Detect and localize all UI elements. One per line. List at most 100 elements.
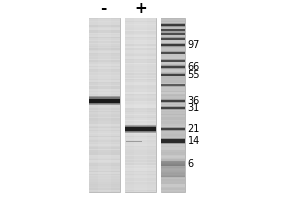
Bar (124, 28, 156, 30)
Bar (160, 105, 184, 107)
Bar (88, 25, 120, 27)
Bar (160, 72, 184, 73)
Text: 14: 14 (188, 136, 200, 146)
Bar (160, 181, 184, 182)
Bar (88, 125, 120, 127)
Bar (124, 18, 156, 19)
Bar (88, 56, 120, 57)
Bar (88, 124, 120, 126)
Bar (160, 147, 184, 149)
Bar (88, 120, 120, 121)
Bar (124, 101, 156, 102)
Bar (124, 50, 156, 51)
Bar (124, 137, 156, 139)
Bar (124, 130, 156, 131)
Bar (160, 127, 184, 131)
Bar (88, 111, 120, 112)
Bar (160, 128, 184, 130)
Bar (88, 58, 120, 60)
Bar (88, 32, 120, 34)
Bar (88, 141, 120, 143)
Bar (160, 133, 184, 134)
Text: 97: 97 (188, 40, 200, 50)
Bar (160, 191, 184, 192)
Bar (124, 82, 156, 83)
Bar (88, 108, 120, 110)
Bar (88, 69, 120, 70)
Bar (160, 33, 184, 35)
Bar (160, 167, 184, 168)
Bar (160, 31, 184, 33)
Bar (160, 157, 184, 159)
Bar (124, 126, 156, 132)
Bar (160, 106, 184, 110)
Bar (160, 176, 184, 178)
Bar (160, 58, 184, 60)
Bar (88, 128, 120, 130)
Bar (160, 66, 184, 67)
Bar (124, 54, 156, 56)
Bar (160, 95, 184, 96)
Bar (88, 97, 120, 104)
Bar (124, 64, 156, 66)
Bar (88, 130, 120, 131)
Bar (160, 66, 184, 68)
Bar (160, 54, 184, 56)
Bar (160, 98, 184, 99)
Bar (88, 172, 120, 174)
Bar (160, 178, 184, 179)
Bar (124, 136, 156, 137)
Bar (88, 188, 120, 190)
Bar (88, 104, 120, 105)
Bar (124, 153, 156, 155)
Bar (160, 52, 184, 54)
Bar (124, 80, 156, 82)
Bar (124, 86, 156, 88)
Bar (160, 130, 184, 131)
Bar (160, 175, 184, 176)
Bar (88, 80, 120, 82)
Bar (124, 144, 156, 146)
Bar (124, 98, 156, 99)
Text: 21: 21 (188, 124, 200, 134)
Bar (88, 182, 120, 184)
Bar (160, 169, 184, 170)
Bar (88, 150, 120, 152)
Bar (160, 84, 184, 86)
Bar (88, 60, 120, 62)
Bar (160, 115, 184, 117)
Bar (124, 105, 156, 107)
Bar (124, 182, 156, 184)
Bar (124, 44, 156, 46)
Bar (160, 70, 184, 72)
Bar (124, 79, 156, 80)
Bar (124, 72, 156, 73)
Bar (88, 169, 120, 171)
Bar (160, 18, 184, 19)
Bar (88, 53, 120, 54)
Bar (160, 172, 184, 174)
Bar (124, 154, 156, 156)
Bar (88, 136, 120, 137)
Bar (124, 115, 156, 117)
Bar (160, 60, 184, 62)
Bar (160, 74, 184, 76)
Bar (124, 31, 156, 33)
Bar (134, 18, 146, 192)
Bar (160, 106, 184, 108)
Bar (88, 82, 120, 83)
Bar (160, 47, 184, 48)
Bar (124, 60, 156, 62)
Bar (160, 154, 184, 156)
Bar (124, 35, 156, 37)
Bar (124, 61, 156, 63)
Bar (88, 121, 120, 123)
Bar (88, 140, 120, 142)
Bar (124, 179, 156, 181)
Bar (160, 50, 184, 51)
Bar (124, 38, 156, 40)
Bar (160, 23, 184, 27)
Bar (160, 48, 184, 50)
Bar (124, 63, 156, 64)
Bar (160, 18, 184, 192)
